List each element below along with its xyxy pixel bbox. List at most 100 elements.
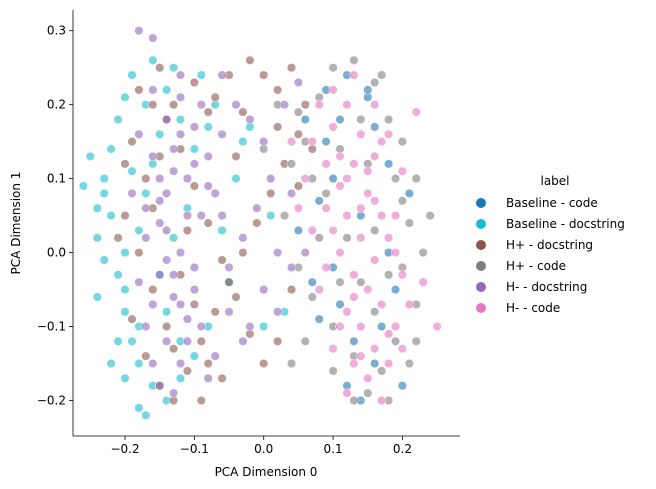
legend-marker — [476, 303, 486, 313]
data-point — [390, 321, 401, 332]
y-tick-label: 0.1 — [47, 172, 66, 186]
data-point — [411, 174, 421, 184]
data-point — [99, 255, 109, 265]
data-point — [127, 70, 137, 80]
data-point — [224, 277, 234, 287]
data-point — [404, 218, 414, 228]
data-point — [189, 299, 199, 309]
data-point — [286, 188, 297, 198]
data-point — [384, 159, 394, 169]
data-point — [127, 188, 137, 198]
data-point — [390, 174, 401, 184]
data-point — [203, 151, 213, 161]
data-point — [182, 314, 192, 324]
data-point — [377, 299, 387, 309]
data-point — [155, 218, 165, 228]
data-point — [370, 225, 380, 235]
data-point — [397, 166, 407, 176]
data-point — [162, 307, 172, 317]
data-point — [189, 262, 199, 272]
data-point — [162, 255, 172, 265]
data-point — [377, 211, 387, 221]
data-point — [85, 151, 95, 161]
data-point — [238, 233, 248, 243]
data-point — [99, 174, 109, 184]
data-point — [127, 166, 137, 176]
data-point — [182, 336, 192, 346]
data-point — [141, 410, 151, 420]
series-3 — [259, 55, 435, 406]
data-point — [169, 388, 179, 398]
data-point — [127, 137, 137, 147]
data-point — [370, 255, 380, 265]
data-point — [134, 129, 144, 139]
data-point — [203, 373, 213, 383]
data-point — [397, 344, 407, 354]
data-point — [106, 358, 116, 369]
data-point — [307, 292, 317, 302]
x-tick-label: 0.1 — [324, 442, 343, 456]
data-point — [238, 336, 248, 346]
data-point — [106, 144, 116, 154]
data-point — [169, 166, 179, 176]
data-point — [273, 248, 283, 258]
points-layer — [78, 26, 442, 420]
data-point — [189, 77, 199, 88]
data-point — [328, 63, 338, 73]
y-tick-label: 0.2 — [47, 98, 66, 112]
data-point — [293, 129, 303, 139]
data-point — [169, 100, 179, 110]
data-point — [349, 55, 359, 65]
legend-title: label — [540, 174, 569, 188]
y-axis-title: PCA Dimension 1 — [9, 172, 23, 275]
data-point — [293, 181, 303, 191]
data-point — [266, 211, 276, 221]
data-point — [286, 137, 297, 147]
axes-layer — [72, 10, 460, 437]
data-point — [404, 188, 414, 198]
data-point — [162, 114, 172, 125]
data-point — [293, 203, 303, 213]
data-point — [120, 248, 130, 258]
data-point — [266, 188, 276, 198]
series-4 — [127, 26, 310, 398]
data-point — [148, 85, 158, 95]
data-point — [120, 92, 130, 102]
data-point — [349, 336, 359, 346]
data-point — [148, 358, 158, 369]
data-point — [175, 248, 186, 258]
data-point — [377, 395, 387, 406]
data-point — [189, 181, 199, 191]
legend-marker — [476, 282, 486, 292]
data-point — [141, 174, 151, 184]
data-point — [113, 270, 123, 280]
data-point — [300, 174, 310, 184]
data-point — [335, 151, 345, 161]
data-point — [203, 107, 213, 117]
data-point — [196, 395, 206, 406]
data-point — [307, 277, 317, 287]
data-point — [120, 285, 130, 295]
data-point — [397, 196, 407, 206]
data-point — [245, 55, 255, 65]
data-point — [120, 159, 130, 169]
data-point — [238, 137, 248, 147]
data-point — [286, 63, 297, 73]
data-point — [169, 233, 179, 243]
data-point — [404, 299, 414, 309]
data-point — [279, 211, 290, 221]
data-point — [314, 285, 324, 295]
data-point — [217, 211, 227, 221]
data-point — [328, 225, 338, 235]
data-point — [134, 225, 144, 235]
data-point — [238, 248, 248, 258]
series-2 — [113, 55, 317, 406]
data-point — [217, 255, 227, 265]
data-point — [363, 85, 373, 95]
x-tick-label: −0.2 — [110, 442, 139, 456]
data-point — [328, 85, 338, 95]
data-point — [182, 366, 192, 376]
data-point — [134, 403, 144, 413]
data-point — [342, 100, 352, 110]
